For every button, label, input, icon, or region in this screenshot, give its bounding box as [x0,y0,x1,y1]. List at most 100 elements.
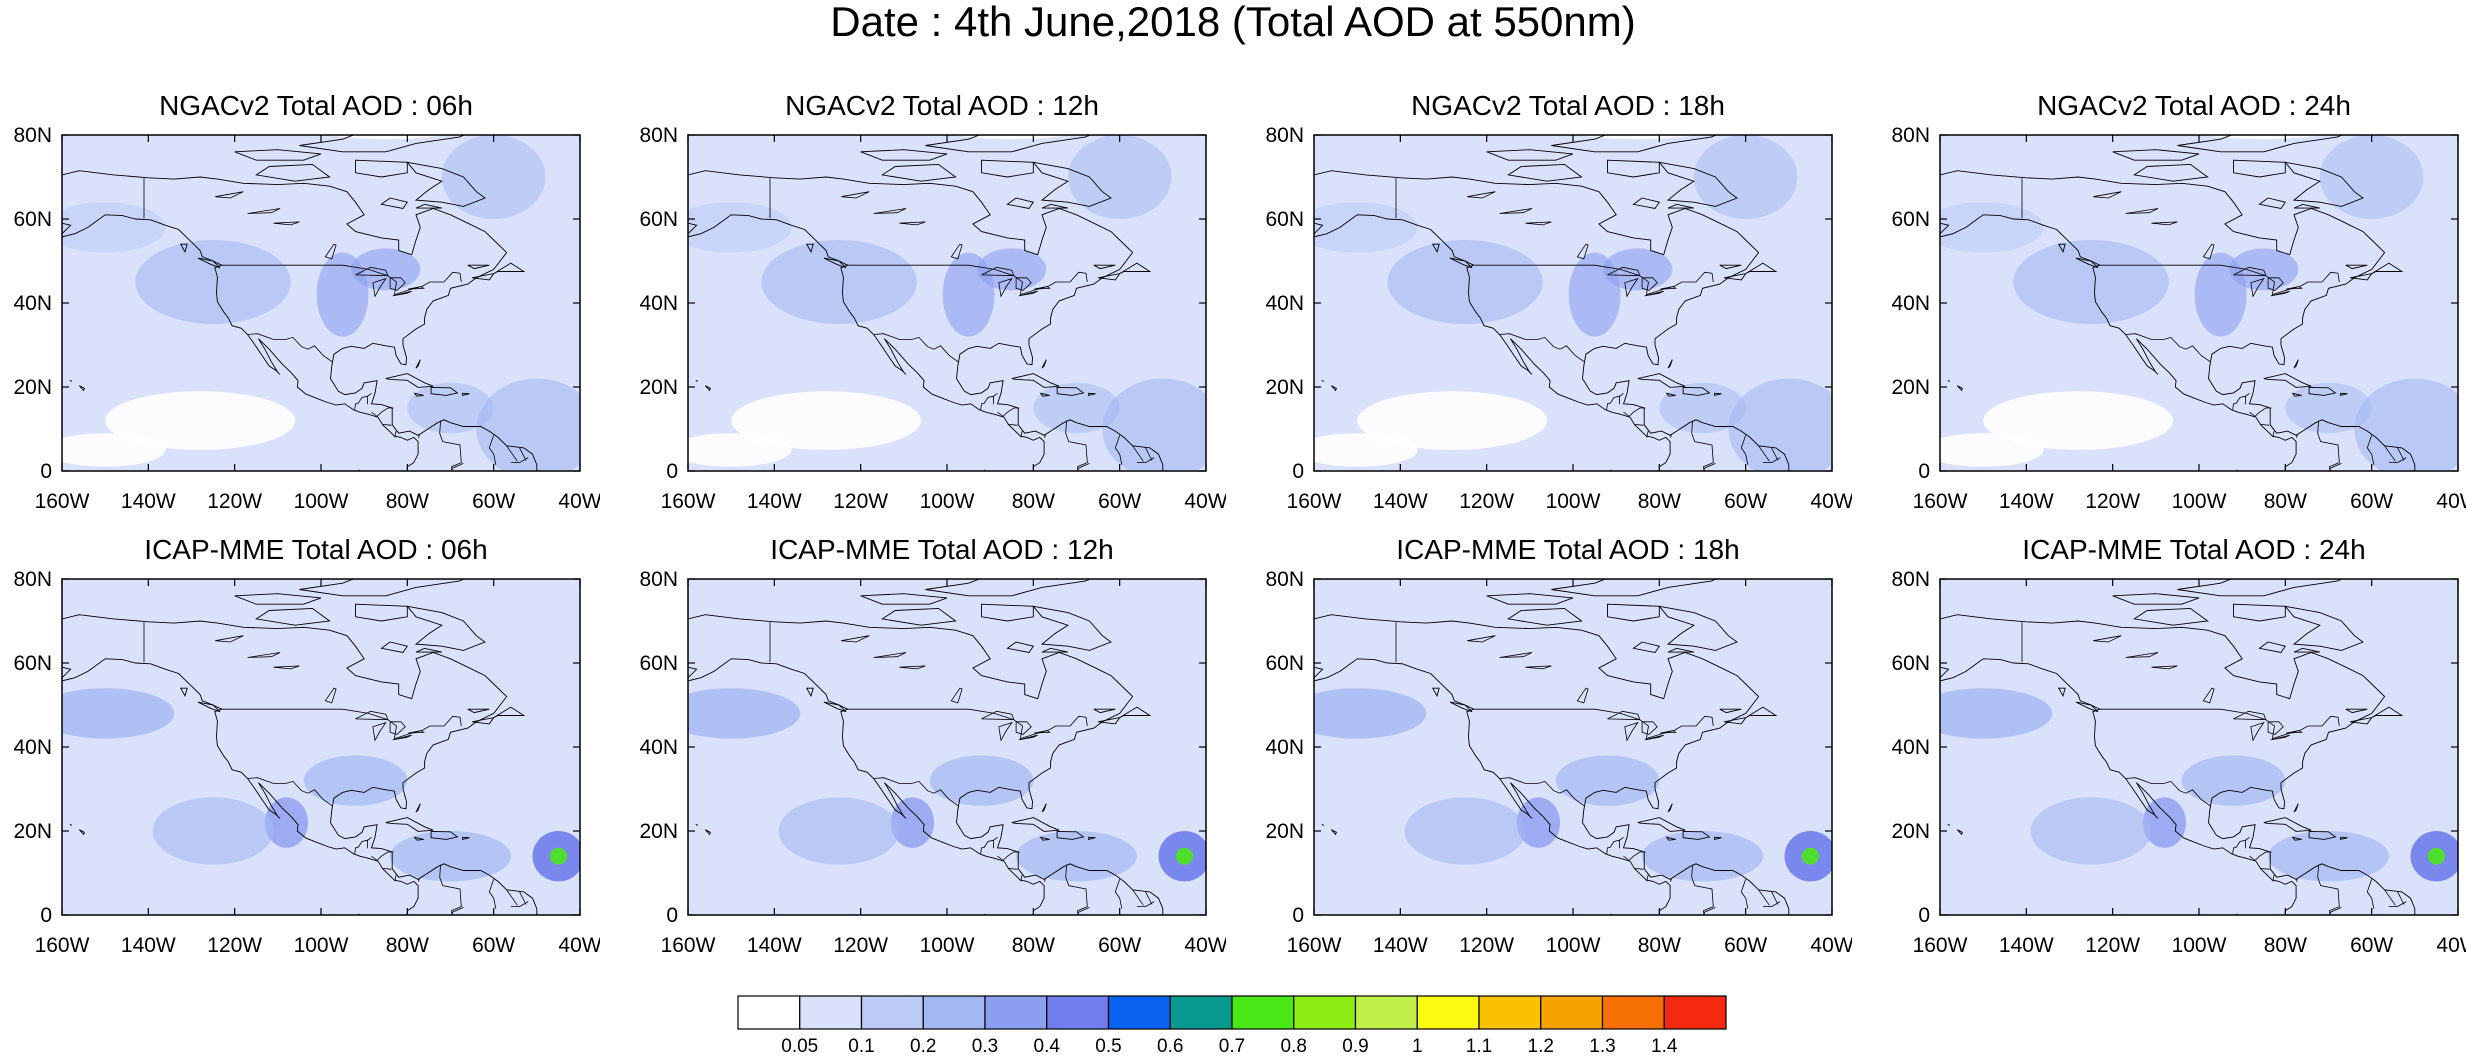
lon-tick-label: 160W [661,490,716,513]
colorbar-label: 0.5 [1095,1036,1121,1054]
lat-tick-label: 60N [1265,652,1304,675]
aod-region [304,755,408,805]
lat-tick-label: 0 [666,460,678,483]
aod-region [1914,688,2052,738]
colorbar-label: 0.2 [910,1036,936,1054]
lat-tick-label: 40N [1265,736,1304,759]
colorbar-box [1047,996,1109,1029]
colorbar-box [738,996,800,1029]
colorbar-box [1109,996,1171,1029]
aod-region [36,688,174,738]
lon-tick-label: 160W [35,490,90,513]
lat-tick-label: 40N [1891,736,1930,759]
lon-tick-label: 140W [121,934,176,957]
lon-tick-label: 100W [294,934,349,957]
aod-region [442,135,546,219]
lat-tick-label: 20N [13,376,52,399]
colorbar-label: 1.4 [1651,1036,1678,1054]
colorbar-label: 0.4 [1034,1036,1061,1054]
lon-tick-label: 60W [472,490,515,513]
lon-tick-label: 80W [1638,490,1681,513]
colorbar-box [1603,996,1665,1029]
lon-tick-label: 140W [1373,490,1428,513]
lat-tick-label: 0 [1918,904,1930,927]
lat-tick-label: 80N [1891,124,1930,147]
lat-tick-label: 20N [639,820,678,843]
lon-tick-label: 60W [472,934,515,957]
aod-region [2013,240,2168,324]
aod-region [550,848,567,865]
aod-region [1387,240,1542,324]
aod-region [153,797,274,864]
lon-tick-label: 60W [2350,934,2393,957]
aod-low-region [671,433,792,467]
colorbar-label: 0.8 [1281,1036,1307,1054]
lat-tick-label: 60N [13,208,52,231]
lon-tick-label: 40W [2436,934,2466,957]
colorbar-label: 0.3 [972,1036,998,1054]
lon-tick-label: 40W [1810,934,1852,957]
aod-region [779,797,900,864]
aod-region [2229,248,2298,290]
lat-tick-label: 20N [1265,376,1304,399]
lon-tick-label: 40W [1184,490,1226,513]
aod-region [1288,688,1426,738]
lon-tick-label: 140W [1999,490,2054,513]
lat-tick-label: 20N [13,820,52,843]
aod-region [2428,848,2445,865]
lon-tick-label: 160W [1913,934,1968,957]
colorbar-label: 1.2 [1528,1036,1554,1054]
lat-tick-label: 80N [639,568,678,591]
lat-tick-label: 20N [639,376,678,399]
aod-region [1033,383,1119,433]
aod-region [2182,755,2286,805]
lon-tick-label: 100W [920,934,975,957]
lat-tick-label: 40N [13,292,52,315]
aod-region [1923,202,2044,252]
aod-region [1556,755,1660,805]
colorbar-box [800,996,862,1029]
lat-tick-label: 40N [639,292,678,315]
colorbar-box [1356,996,1418,1029]
lon-tick-label: 140W [747,934,802,957]
lat-tick-label: 60N [639,652,678,675]
lon-tick-label: 160W [1913,490,1968,513]
lat-tick-label: 40N [1891,292,1930,315]
lon-tick-label: 60W [1724,490,1767,513]
aod-region [2285,383,2371,433]
lat-tick-label: 0 [1292,904,1304,927]
lon-tick-label: 40W [1184,934,1226,957]
colorbar-label: 0.6 [1157,1036,1183,1054]
lat-tick-label: 0 [666,904,678,927]
lat-tick-label: 80N [13,568,52,591]
aod-region [1068,135,1172,219]
lon-tick-label: 120W [1459,934,1514,957]
aod-region [671,202,792,252]
colorbar-box [1541,996,1603,1029]
aod-region [977,248,1046,290]
aod-region [2031,797,2152,864]
lat-tick-label: 60N [1891,208,1930,231]
colorbar-label: 1 [1412,1036,1423,1054]
aod-region [662,688,800,738]
lat-tick-label: 0 [40,460,52,483]
lon-tick-label: 100W [1546,490,1601,513]
colorbar-box [985,996,1047,1029]
colorbar-box [1417,996,1479,1029]
aod-low-region [1923,433,2044,467]
lat-tick-label: 60N [1265,208,1304,231]
lat-tick-label: 60N [639,208,678,231]
colorbar-box [862,996,924,1029]
lon-tick-label: 160W [35,934,90,957]
lon-tick-label: 120W [2085,490,2140,513]
lon-tick-label: 140W [1999,934,2054,957]
lon-tick-label: 60W [2350,490,2393,513]
